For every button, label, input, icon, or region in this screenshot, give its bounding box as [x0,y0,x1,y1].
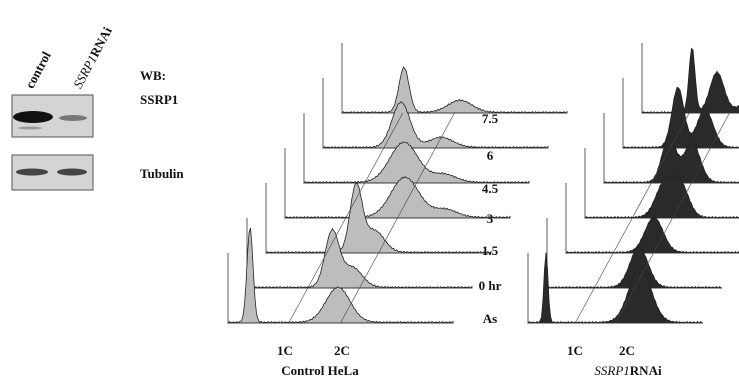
band [18,127,42,130]
histogram-trace [642,48,739,113]
wb-label: WB: [140,68,166,83]
band [13,111,53,123]
time-labels: 7.5 6 4.5 3 1.5 0 hr As [479,111,502,326]
lane-suffix: RNAi [87,24,115,59]
lane-label: SSRP1RNAi [70,24,115,91]
histogram-trace [323,102,548,148]
time-label: As [483,311,497,326]
marker-label: 2C [334,343,350,358]
time-label: 0 hr [479,278,502,293]
band [16,169,48,176]
marker-label: 1C [567,343,583,358]
caption-suffix: RNAi [630,363,662,378]
figure: control SSRP1RNAi WB: SSRP1 Tubulin 1C 2… [0,0,739,383]
time-label: 7.5 [482,111,499,126]
histogram-trace [566,217,739,253]
lane-label: control [22,49,54,91]
time-label: 3 [487,211,494,226]
time-label: 1.5 [482,243,499,258]
marker-label: 1C [277,343,293,358]
panel-caption: Control HeLa [281,363,359,378]
histogram-trace [342,67,567,113]
band [57,169,87,176]
marker-label: 2C [619,343,635,358]
blot-row-label: Tubulin [140,166,184,181]
panel-caption: SSRP1RNAi [594,363,662,378]
time-label: 4.5 [482,181,499,196]
gene-name: SSRP1 [594,363,629,378]
blot-row-label: SSRP1 [140,92,178,107]
band [59,115,87,121]
time-label: 6 [487,148,494,163]
